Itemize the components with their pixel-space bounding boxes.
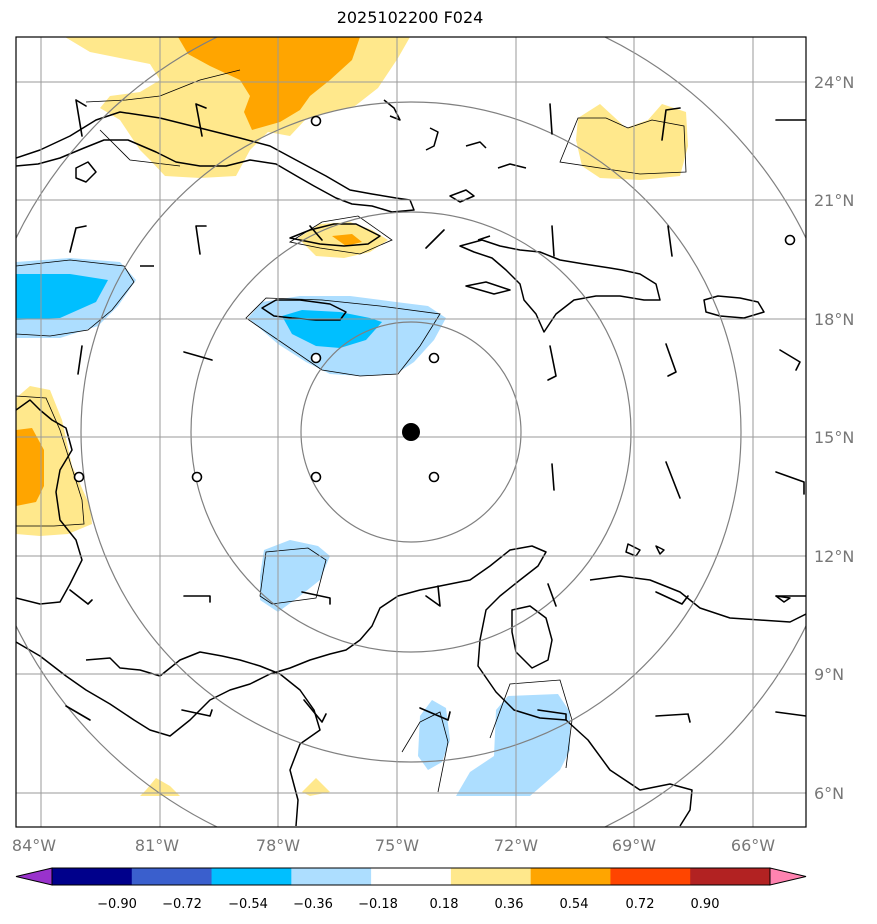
latitude-labels: 24°N 21°N 18°N 15°N 12°N 9°N 6°N [814, 73, 854, 803]
lon-label-75w: 75°W [375, 836, 419, 855]
coastlines [16, 99, 806, 827]
positive-anomaly-shading [16, 37, 688, 796]
colorbar-tick-label: 0.36 [495, 897, 524, 912]
colorbar-extend-max [769, 867, 807, 886]
calm-wind-circles [73, 115, 796, 483]
lon-label-84w: 84°W [12, 836, 56, 855]
lat-label-21n: 21°N [814, 191, 854, 210]
lon-label-66w: 66°W [731, 836, 775, 855]
colorbar-tick-label: −0.54 [228, 897, 268, 912]
lon-label-78w: 78°W [256, 836, 300, 855]
colorbar-swatch [690, 868, 771, 885]
colorbar-tick-label: −0.72 [162, 897, 202, 912]
colorbar-swatch [610, 868, 691, 885]
lat-label-9n: 9°N [814, 665, 844, 684]
colorbar-swatch [131, 868, 213, 885]
colorbar-swatch [450, 868, 532, 885]
colorbar-swatches [15, 867, 807, 886]
colorbar-tick-label: −0.36 [293, 897, 333, 912]
anomaly-contours [16, 69, 687, 793]
graticule [16, 37, 806, 827]
lon-label-69w: 69°W [612, 836, 656, 855]
lon-label-72w: 72°W [494, 836, 538, 855]
colorbar-tick-labels: −0.90 −0.72 −0.54 −0.36 −0.18 0.18 0.36 … [97, 897, 719, 912]
colorbar-tick-label: −0.90 [97, 897, 137, 912]
lat-label-12n: 12°N [814, 547, 854, 566]
wind-barbs [65, 99, 806, 723]
lon-label-81w: 81°W [135, 836, 179, 855]
colorbar-swatch [530, 868, 611, 885]
colorbar-swatch [52, 868, 133, 885]
lat-label-6n: 6°N [814, 784, 844, 803]
map-plot-area [16, 37, 806, 827]
colorbar-tick-label: 0.18 [430, 897, 459, 912]
longitude-labels: 84°W 81°W 78°W 75°W 72°W 69°W 66°W [12, 836, 775, 855]
chart-title: 2025102200 F024 [336, 8, 484, 27]
lat-label-24n: 24°N [814, 73, 854, 92]
colorbar-tick-label: 0.72 [626, 897, 655, 912]
colorbar-tick-label: 0.54 [560, 897, 589, 912]
range-rings [16, 37, 806, 827]
colorbar-swatch [211, 868, 292, 885]
colorbar-outline [51, 867, 771, 886]
colorbar-extend-min [15, 867, 53, 886]
colorbar: −0.90 −0.72 −0.54 −0.36 −0.18 0.18 0.36 … [15, 867, 807, 912]
colorbar-tick-label: 0.90 [691, 897, 720, 912]
lat-label-15n: 15°N [814, 428, 854, 447]
colorbar-tick-label: −0.18 [358, 897, 398, 912]
colorbar-swatch [291, 868, 372, 885]
storm-center-marker [402, 423, 420, 441]
colorbar-swatch [371, 868, 452, 885]
map-frame [15, 36, 807, 828]
lat-label-18n: 18°N [814, 310, 854, 329]
